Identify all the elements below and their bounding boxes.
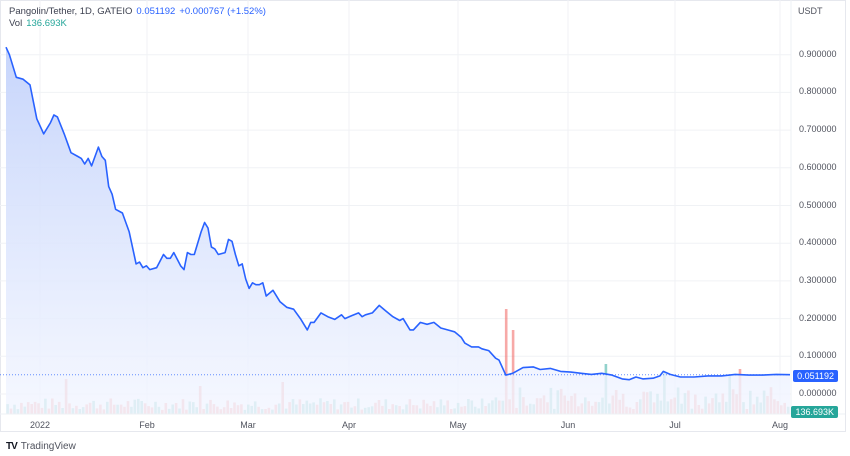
price-tick-label: 0.000000 xyxy=(799,388,837,398)
price-area xyxy=(6,47,790,414)
time-tick-label: Jul xyxy=(669,420,681,430)
price-tick-label: 0.900000 xyxy=(799,48,837,59)
time-tick-label: Apr xyxy=(341,420,357,430)
time-tick-label: Mar xyxy=(240,420,256,430)
price-tick-label: 0.100000 xyxy=(799,350,837,361)
symbol-row: Pangolin/Tether, 1D, GATEIO 0.051192 +0.00… xyxy=(9,6,266,18)
price-tick-label: 0.700000 xyxy=(799,124,837,135)
time-tick-label: Jun xyxy=(560,420,576,430)
time-tick-label: Aug xyxy=(771,420,789,430)
symbol-title[interactable]: Pangolin/Tether, 1D, GATEIO xyxy=(9,6,133,17)
chart-legend: Pangolin/Tether, 1D, GATEIO 0.051192 +0.00… xyxy=(9,6,266,30)
last-volume-tag: 136.693K xyxy=(791,406,838,418)
price-tick-label: 0.300000 xyxy=(799,274,837,285)
volume-row: Vol 136.693K xyxy=(9,18,266,30)
last-price-tag: 0.051192 xyxy=(793,370,838,382)
price-tick-label: 0.400000 xyxy=(799,237,837,248)
tradingview-branding[interactable]: TV TradingView xyxy=(6,441,76,452)
price-tick-label: 0.600000 xyxy=(799,161,837,172)
brand-name: TradingView xyxy=(20,441,76,452)
last-price: 0.051192 xyxy=(136,6,176,17)
time-tick-label: Feb xyxy=(139,420,155,430)
price-line xyxy=(5,46,791,381)
price-chart[interactable] xyxy=(0,0,850,432)
price-tick-label: 0.200000 xyxy=(799,312,837,323)
volume-value: 136.693K xyxy=(26,18,67,29)
price-tick-label: 0.500000 xyxy=(799,199,837,210)
tradingview-logo-icon: TV xyxy=(6,441,18,452)
price-tick-label: 0.800000 xyxy=(799,86,837,97)
volume-label[interactable]: Vol xyxy=(9,18,23,29)
time-tick-label: May xyxy=(449,420,467,430)
time-tick-label: 2022 xyxy=(29,420,51,430)
price-change: +0.000767 (+1.52%) xyxy=(179,6,266,17)
currency-label[interactable]: USDT xyxy=(798,6,823,16)
